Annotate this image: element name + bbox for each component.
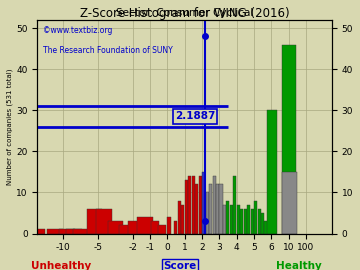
Bar — [195, 184, 198, 234]
Bar — [257, 209, 261, 234]
Bar — [282, 45, 296, 234]
Bar — [282, 172, 297, 234]
Bar — [209, 184, 212, 234]
Text: Score: Score — [163, 261, 197, 270]
Bar — [212, 176, 216, 234]
Bar — [206, 193, 209, 234]
Bar — [30, 230, 45, 234]
Bar — [240, 209, 243, 234]
Bar — [254, 201, 257, 234]
Bar — [185, 180, 188, 234]
Bar — [199, 176, 202, 234]
Bar — [202, 172, 205, 234]
Bar — [158, 225, 166, 234]
Bar — [47, 230, 63, 234]
Bar — [223, 205, 226, 234]
Bar — [108, 221, 123, 234]
Bar — [251, 209, 254, 234]
Bar — [267, 110, 277, 234]
Bar — [151, 221, 159, 234]
Bar — [73, 230, 89, 234]
Bar — [220, 184, 222, 234]
Bar — [233, 176, 237, 234]
Bar — [167, 217, 171, 234]
Text: 2.1887: 2.1887 — [175, 112, 215, 122]
Bar — [137, 217, 153, 234]
Bar — [181, 205, 184, 234]
Text: Healthy: Healthy — [276, 261, 322, 270]
Title: Z-Score Histogram for WING (2016): Z-Score Histogram for WING (2016) — [80, 7, 289, 20]
Bar — [230, 205, 233, 234]
Text: ©www.textbiz.org: ©www.textbiz.org — [43, 26, 113, 35]
Y-axis label: Number of companies (531 total): Number of companies (531 total) — [7, 69, 13, 185]
Bar — [174, 221, 177, 234]
Bar — [129, 221, 144, 234]
Bar — [96, 209, 112, 234]
Bar — [216, 184, 219, 234]
Text: The Research Foundation of SUNY: The Research Foundation of SUNY — [43, 46, 173, 55]
Bar — [261, 213, 264, 234]
Bar — [178, 201, 181, 234]
Bar — [59, 230, 75, 234]
Bar — [119, 225, 135, 234]
Bar — [188, 176, 192, 234]
Bar — [66, 230, 82, 234]
Bar — [237, 205, 240, 234]
Bar — [192, 176, 195, 234]
Bar — [244, 209, 247, 234]
Bar — [4, 213, 19, 234]
Bar — [265, 221, 267, 234]
Text: Unhealthy: Unhealthy — [31, 261, 91, 270]
Text: Sector: Consumer Cyclical: Sector: Consumer Cyclical — [116, 8, 253, 18]
Bar — [268, 201, 271, 234]
Bar — [226, 201, 229, 234]
Bar — [247, 205, 250, 234]
Bar — [87, 209, 102, 234]
